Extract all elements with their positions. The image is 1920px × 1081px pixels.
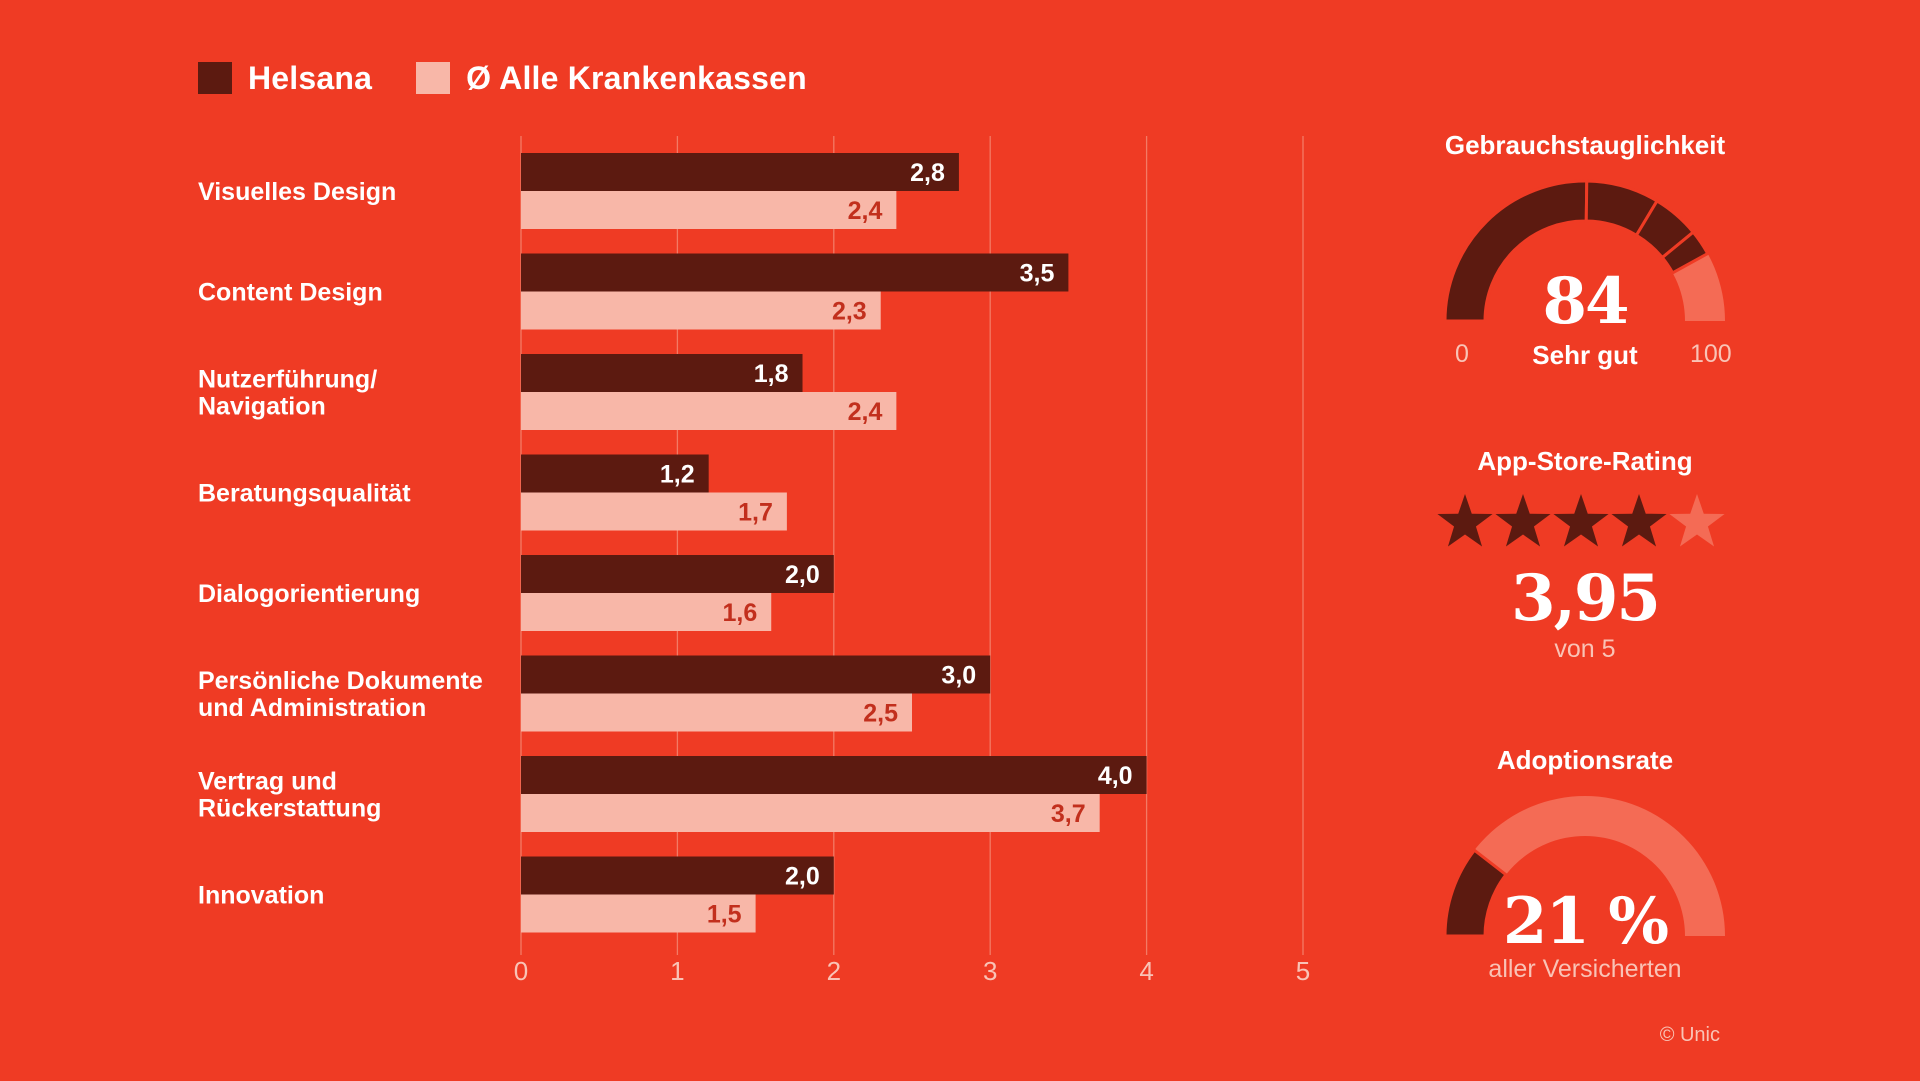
bar-label-helsana: 2,8 bbox=[910, 159, 945, 187]
star-icon bbox=[1495, 494, 1551, 547]
bar-label-average: 2,3 bbox=[832, 298, 867, 326]
star-icon bbox=[1669, 494, 1725, 547]
adoption-gauge bbox=[1443, 796, 1725, 938]
bar-average bbox=[521, 693, 912, 732]
x-tick-label: 2 bbox=[827, 956, 841, 986]
bar-label-average: 1,6 bbox=[722, 599, 757, 627]
adoption-sub: aller Versicherten bbox=[1488, 955, 1682, 983]
gauge-fill bbox=[1443, 848, 1509, 938]
bar-helsana bbox=[521, 454, 709, 493]
bar-helsana bbox=[521, 655, 991, 694]
x-tick-label: 5 bbox=[1296, 956, 1310, 986]
app-rating-sub: von 5 bbox=[1554, 635, 1616, 663]
star-icon bbox=[1553, 494, 1609, 547]
bar-label-average: 2,5 bbox=[863, 700, 898, 728]
category-label: Navigation bbox=[198, 393, 326, 421]
category-label: Innovation bbox=[198, 882, 324, 910]
adoption-panel: Adoptionsrate 21 % aller Versicherten bbox=[1380, 745, 1790, 983]
bar-helsana bbox=[521, 253, 1069, 292]
bar-label-average: 2,4 bbox=[848, 197, 883, 225]
category-label: Vertrag und bbox=[198, 768, 337, 796]
category-label: Persönliche Dokumente bbox=[198, 667, 483, 695]
usability-rating: Sehr gut bbox=[1532, 340, 1638, 370]
bar-label-helsana: 1,8 bbox=[754, 360, 789, 388]
bar-average bbox=[521, 191, 897, 229]
bar-label-helsana: 2,0 bbox=[785, 863, 820, 891]
bar-helsana bbox=[521, 354, 803, 392]
star-icon bbox=[1437, 494, 1493, 547]
legend-label-helsana: Helsana bbox=[248, 59, 373, 96]
usability-title: Gebrauchstauglichkeit bbox=[1444, 130, 1726, 160]
legend-item-average: Ø Alle Krankenkassen bbox=[416, 60, 807, 97]
star-icon bbox=[1611, 494, 1667, 547]
bar-average bbox=[521, 593, 772, 631]
category-label: Content Design bbox=[198, 279, 383, 307]
bar-label-average: 1,7 bbox=[738, 499, 773, 527]
usability-min-label: 0 bbox=[1455, 340, 1469, 368]
usability-panel: Gebrauchstauglichkeit 84 0 Sehr gut 100 bbox=[1380, 130, 1790, 370]
category-label: und Administration bbox=[198, 694, 426, 722]
category-label: Beratungsqualität bbox=[198, 480, 411, 508]
legend-swatch-average bbox=[416, 62, 451, 94]
bar-label-average: 1,5 bbox=[707, 901, 742, 929]
adoption-value: 21 % bbox=[1502, 884, 1669, 959]
bar-chart: 0 1 2 3 4 5 2,8 2,4 Visuelles Design 3,5 2,3 Conten… bbox=[198, 136, 1310, 986]
x-tick-label: 3 bbox=[983, 956, 997, 986]
star-rating bbox=[1437, 494, 1725, 547]
bar-helsana bbox=[521, 756, 1147, 794]
bar-label-average: 3,7 bbox=[1051, 800, 1086, 828]
bar-label-helsana: 3,0 bbox=[941, 662, 976, 690]
category-label: Dialogorientierung bbox=[198, 580, 420, 608]
usability-gauge bbox=[1443, 179, 1725, 323]
category-label: Nutzerführung/ bbox=[198, 366, 377, 394]
bar-label-average: 2,4 bbox=[848, 398, 883, 426]
copyright: © Unic bbox=[1659, 1024, 1720, 1046]
bar-label-helsana: 3,5 bbox=[1020, 260, 1055, 288]
app-rating-title: App-Store-Rating bbox=[1477, 446, 1693, 476]
x-tick-label: 4 bbox=[1139, 956, 1153, 986]
adoption-title: Adoptionsrate bbox=[1496, 745, 1674, 775]
bar-average bbox=[521, 291, 881, 330]
legend: Helsana Ø Alle Krankenkassen bbox=[198, 60, 851, 96]
bar-label-helsana: 2,0 bbox=[785, 561, 820, 589]
x-tick-label: 0 bbox=[514, 956, 528, 986]
app-rating-value: 3,95 bbox=[1511, 561, 1661, 636]
x-tick-label: 1 bbox=[670, 956, 684, 986]
bar-helsana bbox=[521, 555, 834, 593]
gauge-track bbox=[1445, 796, 1725, 936]
app-rating-panel: App-Store-Rating 3,95 von 5 bbox=[1380, 446, 1790, 664]
bar-label-helsana: 1,2 bbox=[660, 461, 695, 489]
bar-average bbox=[521, 794, 1100, 832]
bar-average bbox=[521, 392, 897, 430]
legend-item-helsana: Helsana bbox=[198, 60, 372, 97]
category-label: Visuelles Design bbox=[198, 178, 396, 206]
bar-helsana bbox=[521, 856, 834, 895]
usability-value: 84 bbox=[1542, 264, 1629, 339]
bar-helsana bbox=[521, 153, 959, 191]
gauge-fill bbox=[1660, 230, 1710, 275]
bar-label-helsana: 4,0 bbox=[1098, 762, 1133, 790]
category-label: Rückerstattung bbox=[198, 795, 381, 823]
bar-average bbox=[521, 492, 787, 531]
bar-average bbox=[521, 894, 756, 933]
usability-max-label: 100 bbox=[1690, 340, 1732, 368]
legend-label-average: Ø Alle Krankenkassen bbox=[466, 59, 807, 96]
legend-swatch-helsana bbox=[198, 62, 232, 94]
